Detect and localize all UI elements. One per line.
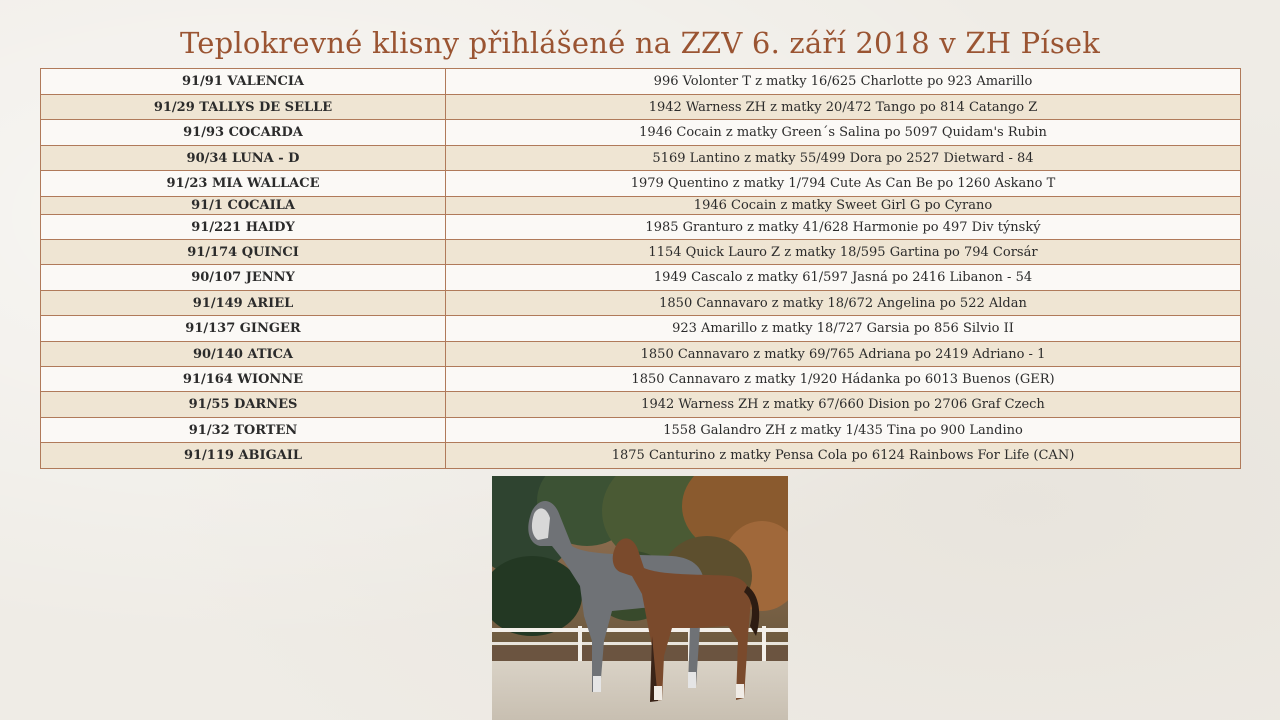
grey-mare — [528, 500, 705, 692]
table-row: 90/107 JENNY 1949 Cascalo z matky 61/597… — [40, 264, 1241, 291]
table-row: 91/32 TORTEN 1558 Galandro ZH z matky 1/… — [40, 417, 1241, 443]
mare-name: 91/1 COCAILA — [40, 196, 446, 215]
table-row: 91/137 GINGER 923 Amarillo z matky 18/72… — [40, 315, 1241, 342]
table-row: 91/91 VALENCIA 996 Volonter T z matky 16… — [40, 68, 1241, 95]
table-row: 91/29 TALLYS DE SELLE 1942 Warness ZH z … — [40, 94, 1241, 120]
mare-pedigree: 1850 Cannavaro z matky 69/765 Adriana po… — [445, 341, 1241, 367]
table-row: 91/55 DARNES 1942 Warness ZH z matky 67/… — [40, 391, 1241, 418]
mare-name: 91/164 WIONNE — [40, 366, 446, 392]
mare-pedigree: 1942 Warness ZH z matky 20/472 Tango po … — [445, 94, 1241, 120]
mare-pedigree: 5169 Lantino z matky 55/499 Dora po 2527… — [445, 145, 1241, 171]
mare-name: 91/32 TORTEN — [40, 417, 446, 443]
mare-name: 91/149 ARIEL — [40, 290, 446, 316]
mare-pedigree: 1154 Quick Lauro Z z matky 18/595 Gartin… — [445, 239, 1241, 265]
mare-pedigree: 1942 Warness ZH z matky 67/660 Dision po… — [445, 391, 1241, 418]
mare-name: 91/119 ABIGAIL — [40, 442, 446, 469]
table-row: 91/119 ABIGAIL 1875 Canturino z matky Pe… — [40, 442, 1241, 469]
mare-name: 91/23 MIA WALLACE — [40, 170, 446, 197]
mare-name: 90/34 LUNA - D — [40, 145, 446, 171]
mare-pedigree: 1949 Cascalo z matky 61/597 Jasná po 241… — [445, 264, 1241, 291]
mare-pedigree: 1946 Cocain z matky Sweet Girl G po Cyra… — [445, 196, 1241, 215]
mare-pedigree: 1558 Galandro ZH z matky 1/435 Tina po 9… — [445, 417, 1241, 443]
mare-name: 91/93 COCARDA — [40, 119, 446, 146]
table-row: 91/174 QUINCI 1154 Quick Lauro Z z matky… — [40, 239, 1241, 265]
mare-pedigree: 1979 Quentino z matky 1/794 Cute As Can … — [445, 170, 1241, 197]
mare-name: 90/140 ATICA — [40, 341, 446, 367]
table-row: 91/23 MIA WALLACE 1979 Quentino z matky … — [40, 170, 1241, 197]
mare-name: 91/91 VALENCIA — [40, 68, 446, 95]
mare-name: 90/107 JENNY — [40, 264, 446, 291]
table-row: 91/1 COCAILA 1946 Cocain z matky Sweet G… — [40, 196, 1241, 215]
mare-name: 91/221 HAIDY — [40, 214, 446, 240]
mares-table-body: 91/91 VALENCIA 996 Volonter T z matky 16… — [40, 68, 1241, 469]
mare-name: 91/29 TALLYS DE SELLE — [40, 94, 446, 120]
horse-photo-illustration — [492, 476, 788, 720]
mare-pedigree: 1875 Canturino z matky Pensa Cola po 612… — [445, 442, 1241, 469]
table-row: 91/221 HAIDY 1985 Granturo z matky 41/62… — [40, 214, 1241, 240]
mare-pedigree: 1850 Cannavaro z matky 1/920 Hádanka po … — [445, 366, 1241, 392]
mare-name: 91/137 GINGER — [40, 315, 446, 342]
mare-name: 91/174 QUINCI — [40, 239, 446, 265]
table-row: 91/93 COCARDA 1946 Cocain z matky Green´… — [40, 119, 1241, 146]
table-row: 90/34 LUNA - D 5169 Lantino z matky 55/4… — [40, 145, 1241, 171]
mare-name: 91/55 DARNES — [40, 391, 446, 418]
mare-pedigree: 1985 Granturo z matky 41/628 Harmonie po… — [445, 214, 1241, 240]
mares-table: 91/91 VALENCIA 996 Volonter T z matky 16… — [40, 68, 1241, 469]
slide-title: Teplokrevné klisny přihlášené na ZZV 6. … — [179, 26, 1101, 60]
mare-pedigree: 1946 Cocain z matky Green´s Salina po 50… — [445, 119, 1241, 146]
table-row: 90/140 ATICA 1850 Cannavaro z matky 69/7… — [40, 341, 1241, 367]
mare-pedigree: 1850 Cannavaro z matky 18/672 Angelina p… — [445, 290, 1241, 316]
table-row: 91/149 ARIEL 1850 Cannavaro z matky 18/6… — [40, 290, 1241, 316]
mare-pedigree: 923 Amarillo z matky 18/727 Garsia po 85… — [445, 315, 1241, 342]
bay-foal — [612, 538, 760, 702]
mare-pedigree: 996 Volonter T z matky 16/625 Charlotte … — [445, 68, 1241, 95]
mare-and-foal-photo — [492, 476, 788, 720]
table-row: 91/164 WIONNE 1850 Cannavaro z matky 1/9… — [40, 366, 1241, 392]
